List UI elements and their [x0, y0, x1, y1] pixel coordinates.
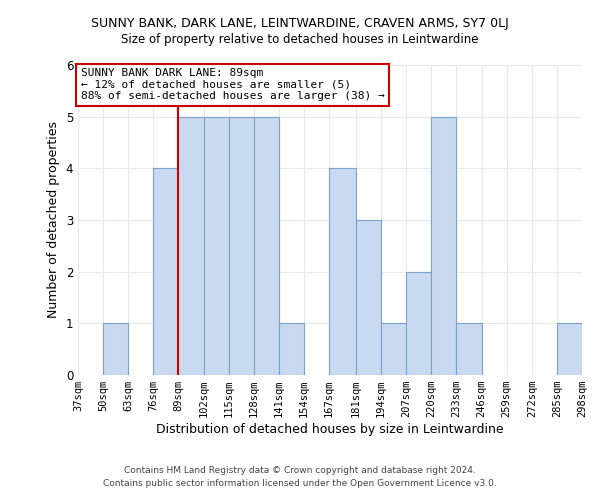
Bar — [431, 116, 457, 375]
Bar — [329, 168, 356, 375]
Bar — [279, 324, 304, 375]
Bar — [103, 324, 128, 375]
Bar — [154, 168, 178, 375]
Text: Contains HM Land Registry data © Crown copyright and database right 2024.
Contai: Contains HM Land Registry data © Crown c… — [103, 466, 497, 487]
Bar — [229, 116, 254, 375]
Bar — [406, 272, 431, 375]
X-axis label: Distribution of detached houses by size in Leintwardine: Distribution of detached houses by size … — [156, 423, 504, 436]
Bar — [254, 116, 279, 375]
Bar — [381, 324, 406, 375]
Y-axis label: Number of detached properties: Number of detached properties — [47, 122, 60, 318]
Bar — [203, 116, 229, 375]
Text: SUNNY BANK DARK LANE: 89sqm
← 12% of detached houses are smaller (5)
88% of semi: SUNNY BANK DARK LANE: 89sqm ← 12% of det… — [80, 68, 384, 102]
Text: SUNNY BANK, DARK LANE, LEINTWARDINE, CRAVEN ARMS, SY7 0LJ: SUNNY BANK, DARK LANE, LEINTWARDINE, CRA… — [91, 18, 509, 30]
Bar — [557, 324, 582, 375]
Text: Size of property relative to detached houses in Leintwardine: Size of property relative to detached ho… — [121, 32, 479, 46]
Bar — [178, 116, 203, 375]
Bar — [457, 324, 482, 375]
Bar — [356, 220, 381, 375]
